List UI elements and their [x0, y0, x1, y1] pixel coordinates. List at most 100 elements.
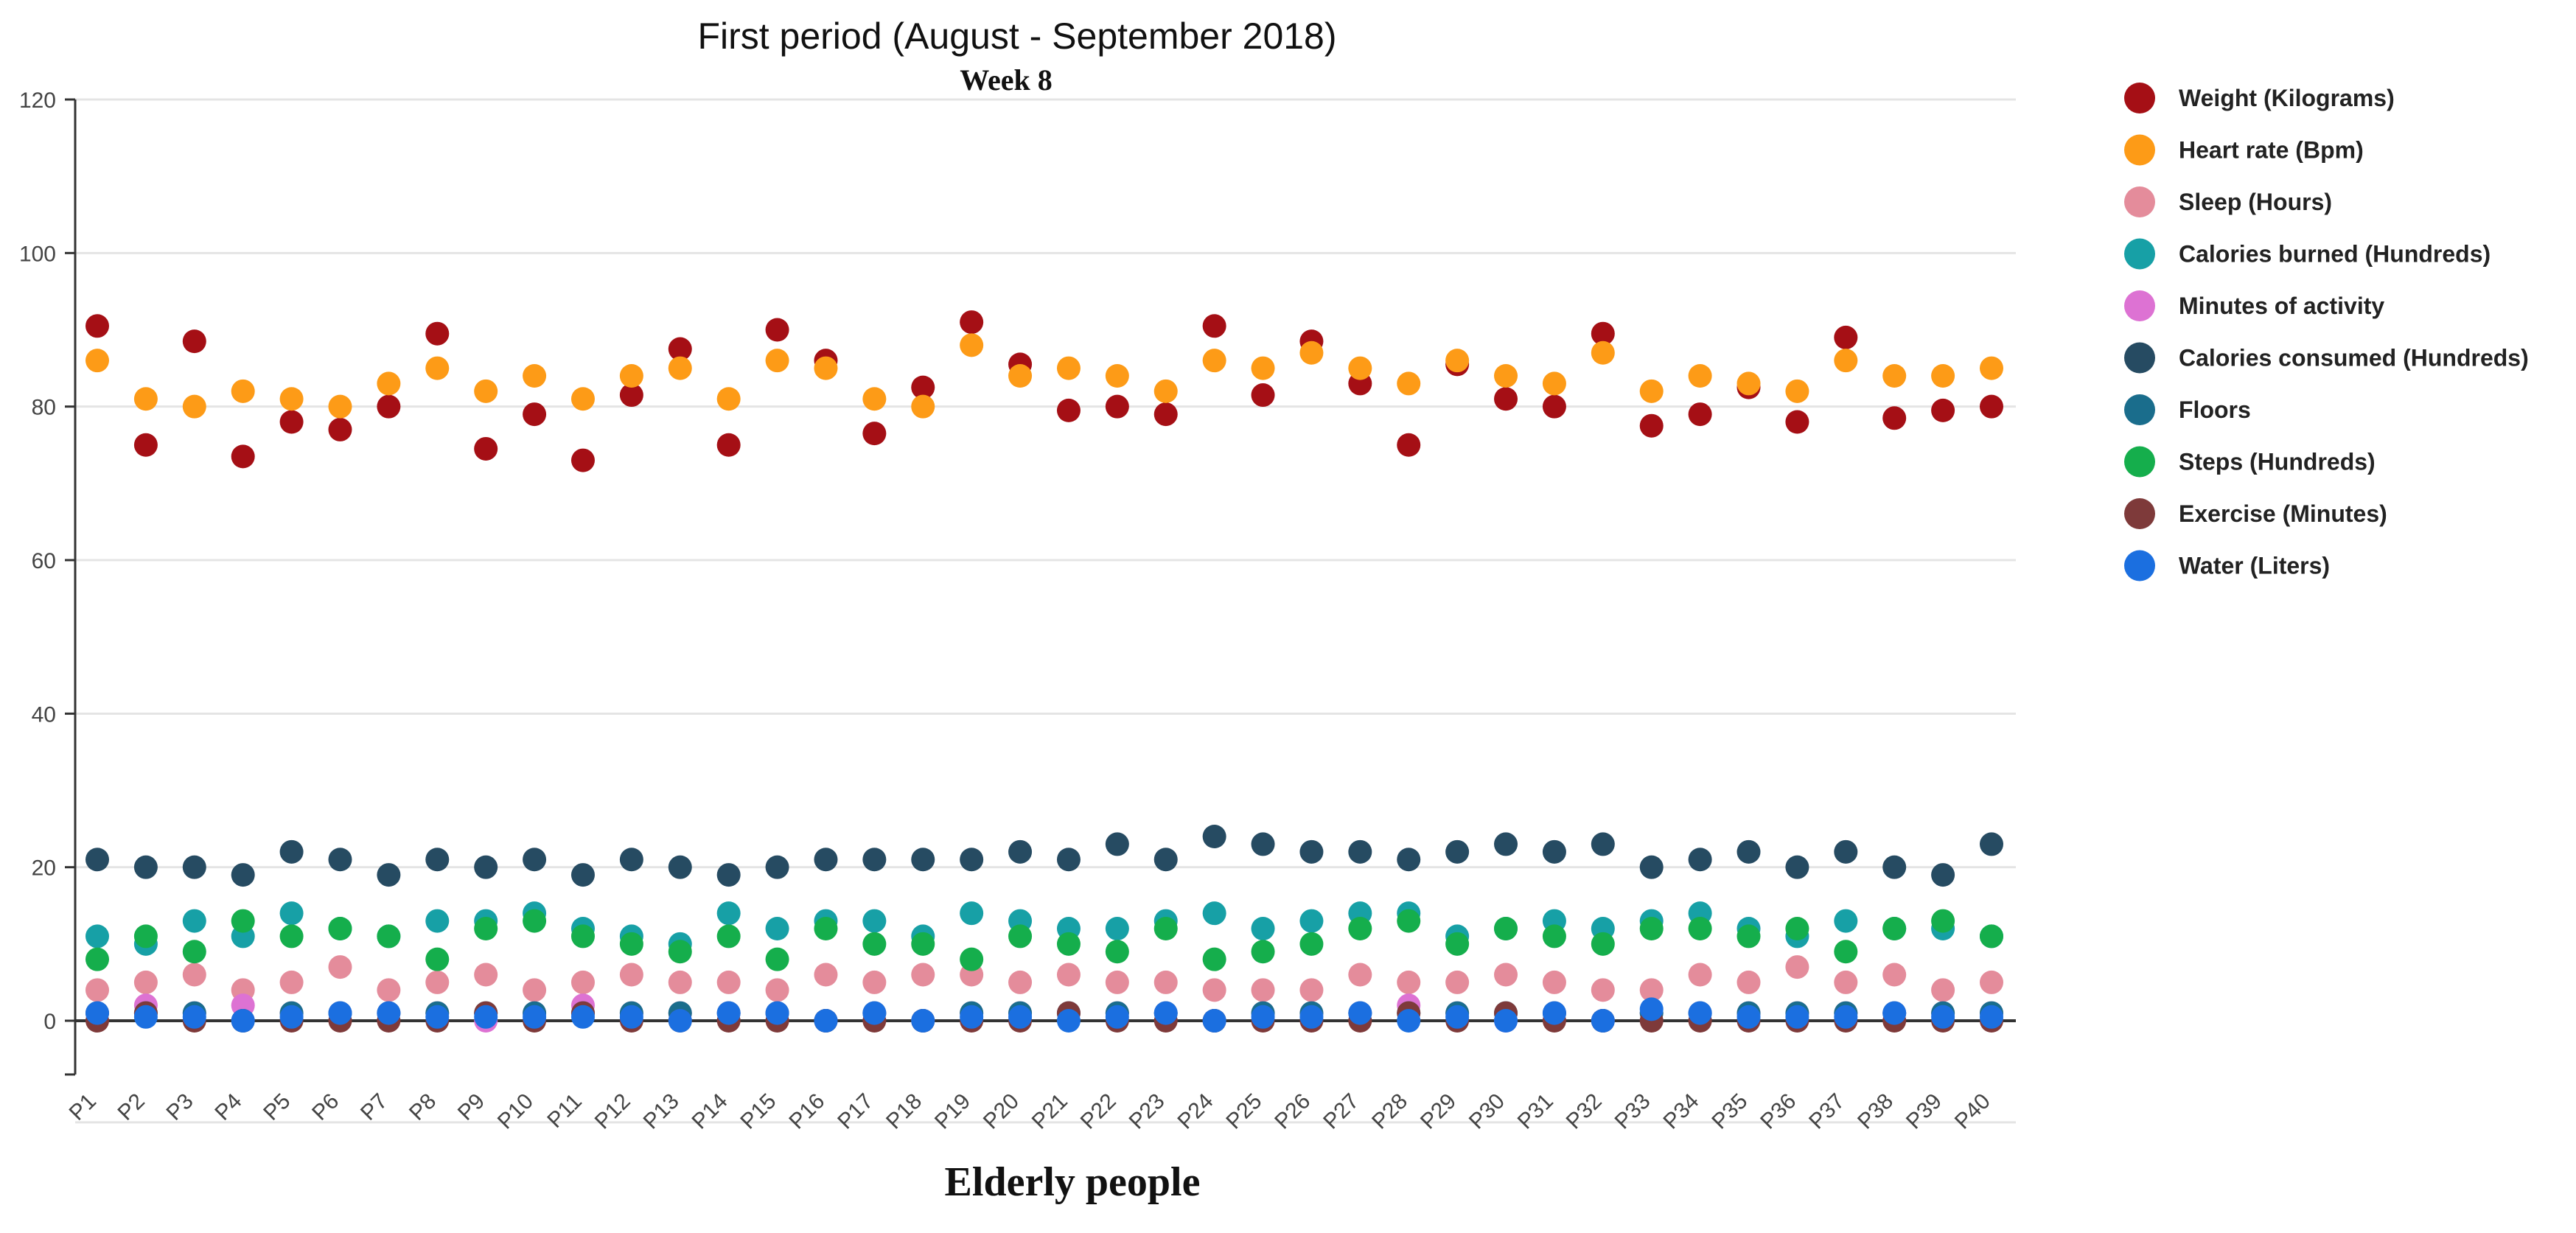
data-point	[523, 978, 547, 1002]
x-tick-label: P10	[493, 1089, 538, 1134]
x-tick-label: P2	[114, 1089, 150, 1125]
data-point	[1397, 1009, 1421, 1033]
data-point	[1785, 379, 1809, 403]
data-point	[716, 1001, 741, 1025]
data-point	[182, 963, 206, 987]
data-point	[474, 379, 498, 403]
data-point	[1591, 1009, 1615, 1033]
data-point	[425, 909, 450, 933]
data-point	[1736, 371, 1761, 396]
x-tick-label: P25	[1221, 1089, 1266, 1134]
data-point	[1299, 340, 1324, 365]
x-tick-label: P18	[882, 1089, 926, 1134]
data-point	[619, 848, 643, 872]
data-points	[85, 310, 2003, 1033]
data-point	[1397, 909, 1421, 933]
data-point	[1688, 364, 1712, 388]
data-point	[1834, 909, 1858, 933]
data-point	[328, 955, 352, 979]
data-point	[377, 863, 401, 887]
data-point	[279, 924, 304, 949]
legend-label: Calories consumed (Hundreds)	[2179, 345, 2529, 371]
data-point	[1056, 963, 1081, 987]
data-point	[1785, 955, 1809, 979]
data-point	[1639, 978, 1664, 1002]
data-point	[862, 422, 887, 446]
data-point	[1445, 932, 1470, 956]
data-point	[619, 963, 643, 987]
data-point	[1202, 825, 1226, 848]
data-point	[85, 349, 109, 373]
chart-title: First period (August - September 2018)	[697, 15, 1336, 57]
data-point	[1591, 832, 1615, 856]
x-tick-label: P39	[1902, 1089, 1947, 1134]
data-point	[1397, 970, 1421, 994]
x-tick-label: P30	[1465, 1089, 1509, 1134]
data-point	[911, 848, 935, 872]
legend: Weight (Kilograms) Heart rate (Bpm) Sleep …	[2124, 83, 2529, 581]
data-point	[231, 1009, 255, 1033]
x-tick-label: P29	[1416, 1089, 1461, 1134]
x-tick-label: P11	[542, 1089, 587, 1134]
data-point	[1153, 1001, 1178, 1025]
data-point	[1105, 917, 1129, 940]
data-point	[182, 394, 206, 419]
data-point	[1153, 848, 1178, 872]
x-tick-label: P6	[307, 1089, 343, 1125]
data-point	[668, 337, 692, 361]
data-point	[1008, 1005, 1033, 1029]
data-point	[425, 848, 450, 872]
legend-marker	[2124, 342, 2155, 374]
data-point	[1202, 947, 1226, 971]
data-point	[1056, 932, 1081, 956]
data-point	[1494, 832, 1518, 856]
data-point	[960, 310, 984, 335]
y-tick-label: 20	[32, 856, 56, 881]
data-point	[1494, 387, 1518, 411]
x-tick-label: P34	[1658, 1089, 1703, 1134]
legend-marker	[2124, 550, 2155, 581]
data-point	[911, 394, 935, 419]
data-point	[1980, 394, 2003, 419]
series-6	[85, 1001, 2003, 1033]
data-point	[911, 375, 935, 399]
data-point	[814, 356, 838, 380]
data-point	[570, 924, 595, 949]
data-point	[716, 901, 741, 926]
data-point	[1591, 321, 1615, 346]
data-point	[425, 970, 450, 994]
x-tick-label: P21	[1027, 1089, 1072, 1134]
data-point	[1105, 364, 1129, 388]
data-point	[570, 970, 595, 994]
data-point	[1348, 917, 1372, 940]
data-point	[862, 932, 887, 956]
data-point	[1251, 917, 1275, 940]
legend-label: Sleep (Hours)	[2179, 189, 2332, 215]
data-point	[1251, 1005, 1275, 1029]
data-point	[1445, 1005, 1470, 1029]
data-point	[668, 855, 692, 879]
data-point	[1882, 364, 1907, 388]
data-point	[1202, 901, 1226, 926]
data-point	[765, 947, 789, 971]
data-point	[1056, 848, 1081, 872]
chart-subtitle: Week 8	[960, 63, 1053, 97]
data-point	[1299, 909, 1324, 933]
data-point	[1834, 1005, 1858, 1029]
data-point	[1639, 379, 1664, 403]
data-point	[1785, 1005, 1809, 1029]
data-point	[1639, 413, 1664, 438]
data-point	[960, 1005, 984, 1029]
data-point	[1639, 855, 1664, 879]
legend-marker	[2124, 498, 2155, 529]
data-point	[1931, 364, 1955, 388]
data-point	[668, 970, 692, 994]
data-point	[133, 855, 158, 879]
legend-label: Heart rate (Bpm)	[2179, 137, 2364, 164]
data-point	[1494, 1009, 1518, 1033]
data-point	[377, 394, 401, 419]
data-point	[1736, 970, 1761, 994]
data-point	[1251, 978, 1275, 1002]
data-point	[1785, 917, 1809, 940]
data-point	[1299, 1005, 1324, 1029]
